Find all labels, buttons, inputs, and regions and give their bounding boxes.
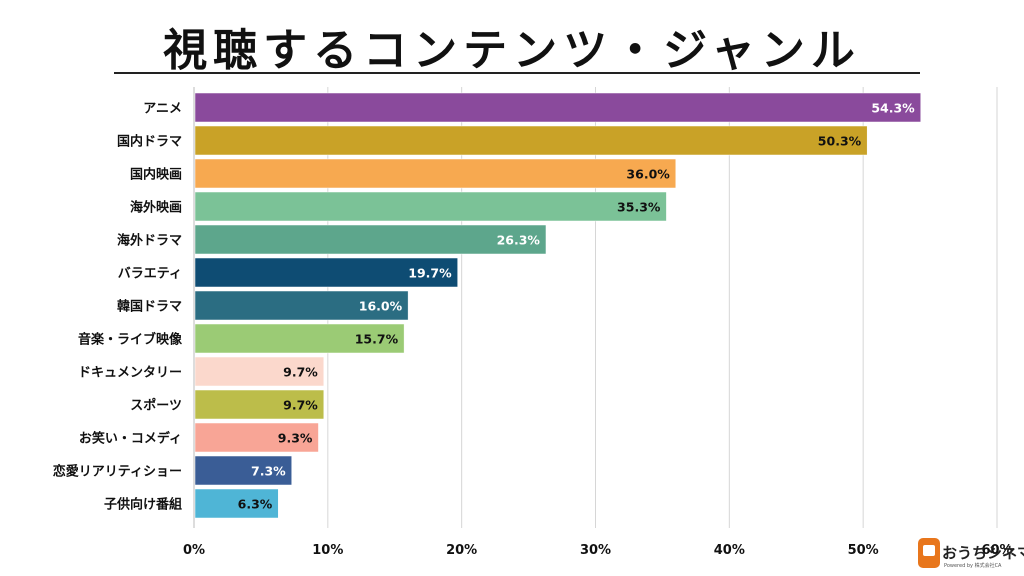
category-label: 子供向け番組: [104, 497, 182, 513]
category-label: 韓国ドラマ: [117, 299, 182, 315]
data-label: 9.7%: [283, 398, 318, 413]
category-label: 恋愛リアリティショー: [53, 464, 182, 480]
bar: [194, 92, 921, 123]
bar: [194, 455, 292, 486]
bar: [194, 422, 319, 453]
data-label: 6.3%: [238, 497, 273, 512]
category-label: 海外ドラマ: [117, 233, 182, 249]
bar: [194, 224, 547, 255]
bar: [194, 158, 677, 189]
bar: [194, 191, 667, 222]
category-label: ドキュメンタリー: [78, 366, 182, 381]
category-label: 国内ドラマ: [117, 134, 182, 150]
data-label: 36.0%: [626, 167, 670, 182]
data-label: 50.3%: [818, 134, 862, 149]
category-label: バラエティ: [118, 267, 182, 282]
logo-text: おうちシネマ: [942, 544, 1024, 562]
data-label: 54.3%: [871, 101, 915, 116]
data-label: 9.7%: [283, 365, 318, 380]
data-label: 7.3%: [251, 464, 286, 479]
x-tick-label: 50%: [848, 543, 879, 558]
x-tick-label: 30%: [580, 543, 611, 558]
bar: [194, 488, 279, 519]
category-label: お笑い・コメディ: [79, 431, 182, 447]
tv-icon: [918, 538, 940, 568]
bar: [194, 389, 325, 420]
category-label: アニメ: [143, 102, 182, 117]
x-tick-label: 0%: [183, 543, 205, 558]
category-label: 音楽・ライブ映像: [78, 332, 183, 348]
x-tick-label: 40%: [714, 543, 745, 558]
bar: [194, 290, 409, 321]
bar: [194, 125, 868, 156]
x-tick-label: 20%: [446, 543, 477, 558]
category-label: 国内映画: [130, 167, 182, 183]
logo-subtext: Powered by 株式会社CA: [944, 563, 1002, 569]
brand-logo: おうちシネマ Powered by 株式会社CA: [916, 534, 1024, 574]
data-label: 19.7%: [408, 266, 452, 281]
x-tick-label: 60%: [981, 543, 1012, 558]
bar: [194, 356, 325, 387]
data-label: 15.7%: [355, 332, 399, 347]
data-label: 35.3%: [617, 200, 661, 215]
category-label: 海外映画: [130, 200, 182, 216]
x-tick-label: 10%: [312, 543, 343, 558]
bar: [194, 257, 458, 288]
data-label: 26.3%: [497, 233, 541, 248]
chart-title: 視聴するコンテンツ・ジャンル: [163, 25, 861, 76]
data-label: 16.0%: [359, 299, 403, 314]
title-divider: [114, 72, 920, 74]
bar: [194, 323, 405, 354]
data-label: 9.3%: [278, 431, 313, 446]
category-label: スポーツ: [130, 398, 182, 414]
